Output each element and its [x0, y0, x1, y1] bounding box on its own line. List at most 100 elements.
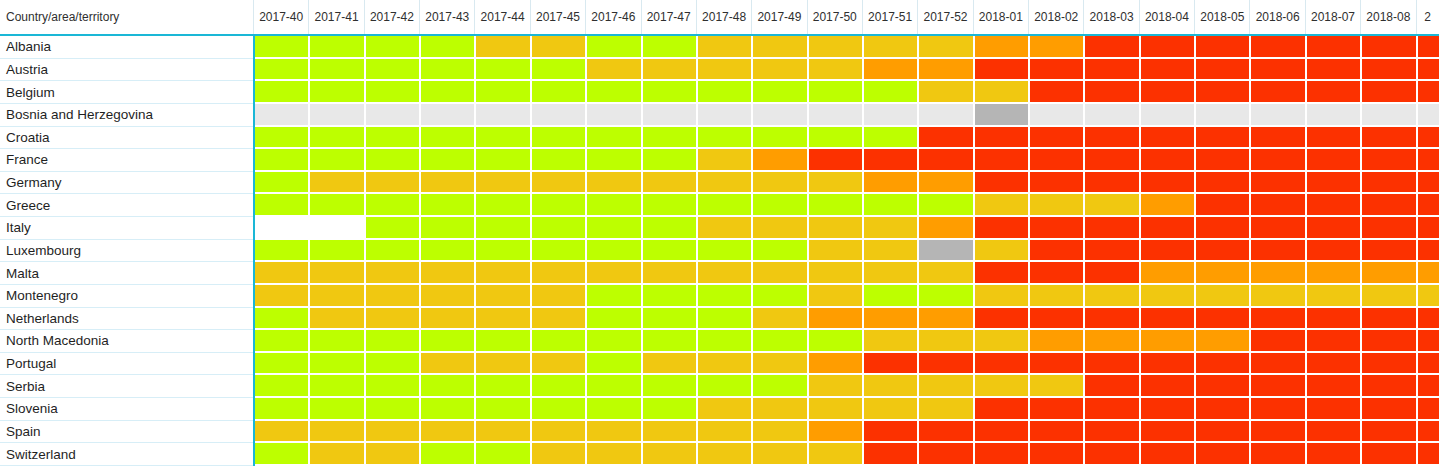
heatmap-cell[interactable]	[532, 217, 587, 240]
heatmap-cell[interactable]	[476, 240, 531, 263]
heatmap-cell[interactable]	[1030, 240, 1085, 263]
column-header-2017-44[interactable]: 2017-44	[474, 0, 529, 34]
heatmap-cell[interactable]	[366, 398, 421, 421]
heatmap-cell[interactable]	[919, 172, 974, 195]
heatmap-cell[interactable]	[310, 240, 365, 263]
heatmap-cell[interactable]	[919, 127, 974, 150]
heatmap-cell[interactable]	[919, 217, 974, 240]
heatmap-cell[interactable]	[1362, 217, 1417, 240]
heatmap-cell[interactable]	[532, 353, 587, 376]
heatmap-cell[interactable]	[975, 172, 1030, 195]
heatmap-cell[interactable]	[698, 172, 753, 195]
heatmap-cell[interactable]	[1418, 308, 1439, 331]
heatmap-cell[interactable]	[366, 375, 421, 398]
heatmap-cell[interactable]	[476, 172, 531, 195]
heatmap-cell[interactable]	[421, 149, 476, 172]
heatmap-cell[interactable]	[310, 59, 365, 82]
heatmap-cell[interactable]	[809, 375, 864, 398]
column-header-2017-43[interactable]: 2017-43	[419, 0, 474, 34]
heatmap-cell[interactable]	[643, 285, 698, 308]
heatmap-cell[interactable]	[1085, 375, 1140, 398]
column-header-2017-48[interactable]: 2017-48	[696, 0, 751, 34]
heatmap-cell[interactable]	[255, 172, 310, 195]
heatmap-cell[interactable]	[1362, 104, 1417, 127]
heatmap-cell[interactable]	[975, 330, 1030, 353]
column-header-2017-40[interactable]: 2017-40	[253, 0, 308, 34]
heatmap-cell[interactable]	[698, 398, 753, 421]
heatmap-cell[interactable]	[310, 104, 365, 127]
heatmap-cell[interactable]	[1085, 217, 1140, 240]
column-header-2017-49[interactable]: 2017-49	[751, 0, 806, 34]
heatmap-cell[interactable]	[587, 36, 642, 59]
heatmap-cell[interactable]	[1085, 104, 1140, 127]
heatmap-cell[interactable]	[1362, 398, 1417, 421]
heatmap-cell[interactable]	[1141, 353, 1196, 376]
heatmap-cell[interactable]	[643, 375, 698, 398]
heatmap-cell[interactable]	[864, 398, 919, 421]
row-label-netherlands[interactable]: Netherlands	[0, 308, 253, 331]
heatmap-cell[interactable]	[975, 59, 1030, 82]
heatmap-cell[interactable]	[1307, 149, 1362, 172]
heatmap-cell[interactable]	[476, 149, 531, 172]
heatmap-cell[interactable]	[366, 285, 421, 308]
heatmap-cell[interactable]	[366, 330, 421, 353]
heatmap-cell[interactable]	[476, 127, 531, 150]
heatmap-cell[interactable]	[1141, 375, 1196, 398]
heatmap-cell[interactable]	[1085, 262, 1140, 285]
heatmap-cell[interactable]	[1196, 262, 1251, 285]
heatmap-cell[interactable]	[975, 262, 1030, 285]
heatmap-cell[interactable]	[476, 398, 531, 421]
heatmap-cell[interactable]	[366, 262, 421, 285]
heatmap-cell[interactable]	[1030, 421, 1085, 444]
heatmap-cell[interactable]	[1418, 240, 1439, 263]
heatmap-cell[interactable]	[1307, 81, 1362, 104]
corner-header-country-area-territory[interactable]: Country/area/territory	[0, 0, 253, 34]
heatmap-cell[interactable]	[975, 217, 1030, 240]
heatmap-cell[interactable]	[532, 285, 587, 308]
heatmap-cell[interactable]	[864, 375, 919, 398]
heatmap-cell[interactable]	[310, 194, 365, 217]
heatmap-cell[interactable]	[366, 217, 421, 240]
heatmap-cell[interactable]	[1251, 81, 1306, 104]
heatmap-cell[interactable]	[1307, 308, 1362, 331]
heatmap-cell[interactable]	[255, 149, 310, 172]
heatmap-cell[interactable]	[753, 330, 808, 353]
heatmap-cell[interactable]	[975, 308, 1030, 331]
heatmap-cell[interactable]	[1418, 36, 1439, 59]
heatmap-cell[interactable]	[919, 240, 974, 263]
heatmap-cell[interactable]	[698, 330, 753, 353]
heatmap-cell[interactable]	[421, 217, 476, 240]
heatmap-cell[interactable]	[310, 36, 365, 59]
heatmap-cell[interactable]	[310, 330, 365, 353]
heatmap-cell[interactable]	[864, 59, 919, 82]
heatmap-cell[interactable]	[587, 262, 642, 285]
heatmap-cell[interactable]	[1251, 59, 1306, 82]
heatmap-cell[interactable]	[1251, 172, 1306, 195]
heatmap-cell[interactable]	[753, 285, 808, 308]
heatmap-cell[interactable]	[310, 149, 365, 172]
heatmap-cell[interactable]	[1141, 285, 1196, 308]
heatmap-cell[interactable]	[366, 443, 421, 466]
heatmap-cell[interactable]	[1085, 421, 1140, 444]
heatmap-cell[interactable]	[476, 330, 531, 353]
heatmap-cell[interactable]	[476, 36, 531, 59]
heatmap-cell[interactable]	[421, 104, 476, 127]
heatmap-cell[interactable]	[587, 59, 642, 82]
heatmap-cell[interactable]	[643, 443, 698, 466]
heatmap-cell[interactable]	[366, 149, 421, 172]
heatmap-cell[interactable]	[1418, 421, 1439, 444]
heatmap-cell[interactable]	[1085, 172, 1140, 195]
heatmap-cell[interactable]	[864, 172, 919, 195]
heatmap-cell[interactable]	[1307, 285, 1362, 308]
heatmap-cell[interactable]	[809, 262, 864, 285]
heatmap-cell[interactable]	[1196, 36, 1251, 59]
heatmap-cell[interactable]	[310, 443, 365, 466]
heatmap-cell[interactable]	[809, 217, 864, 240]
heatmap-cell[interactable]	[753, 127, 808, 150]
heatmap-cell[interactable]	[421, 194, 476, 217]
heatmap-cell[interactable]	[975, 194, 1030, 217]
heatmap-cell[interactable]	[255, 217, 310, 240]
column-header-2018-07[interactable]: 2018-07	[1305, 0, 1360, 34]
heatmap-cell[interactable]	[753, 217, 808, 240]
heatmap-cell[interactable]	[1141, 81, 1196, 104]
